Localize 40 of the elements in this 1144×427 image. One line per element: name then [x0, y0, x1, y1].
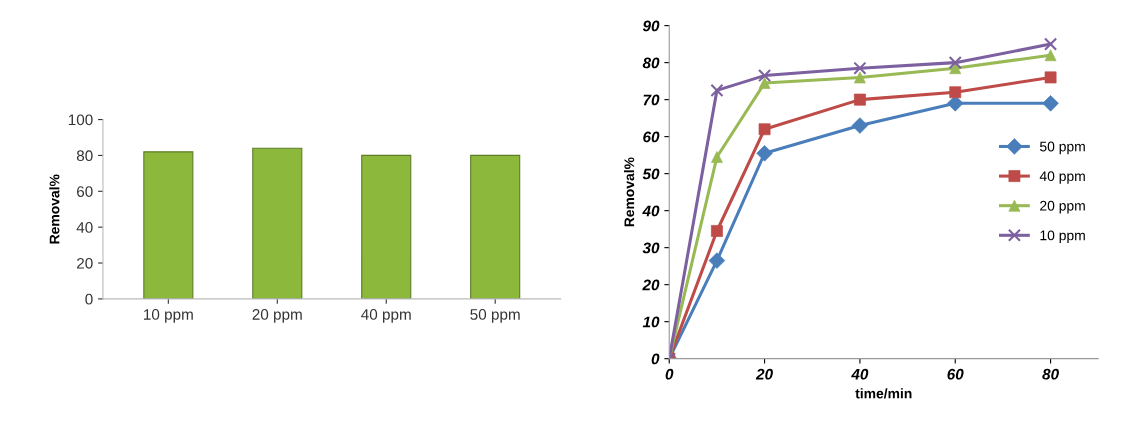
y-tick-label: 40: [76, 222, 93, 233]
x-tick-label: 60: [947, 368, 964, 380]
y-tick-label: 40: [642, 205, 660, 217]
x-tick-label: 50 ppm: [470, 309, 520, 323]
x-tick-label: 0: [665, 368, 674, 380]
y-tick-label: 10: [642, 316, 660, 328]
y-tick-label: 70: [643, 94, 660, 106]
legend-label: 10 ppm: [1040, 230, 1085, 244]
point: [851, 117, 869, 134]
x-tick-label: 10 ppm: [144, 309, 193, 323]
y-tick-label: 80: [76, 150, 93, 162]
x-tick-label: 20: [755, 368, 773, 380]
y-tick-label: 0: [651, 353, 660, 365]
y-axis-title: Removal%: [49, 174, 60, 244]
y-tick-label: 60: [77, 186, 93, 197]
y-tick-label: 100: [68, 114, 93, 126]
point: [710, 83, 724, 97]
point: [708, 252, 726, 269]
y-tick-label: 0: [85, 293, 93, 305]
y-tick-label: 60: [643, 131, 660, 143]
x-tick-label: 40 ppm: [361, 309, 411, 323]
point: [948, 56, 962, 70]
point: [1043, 37, 1058, 51]
x-tick-label: 80: [1042, 368, 1059, 380]
y-tick-label: 30: [642, 242, 660, 254]
y-tick-label: 20: [77, 257, 93, 269]
legend-label: 20 ppm: [1040, 200, 1085, 214]
y-tick-label: 80: [642, 57, 660, 69]
x-axis-title: time/min: [855, 388, 912, 399]
point: [757, 68, 772, 83]
y-tick-label: 20: [642, 279, 660, 291]
point: [853, 61, 867, 75]
x-tick-label: 20 ppm: [252, 309, 302, 323]
y-tick-label: 90: [642, 20, 660, 32]
y-tick-label: 50: [642, 168, 660, 180]
point: [756, 145, 773, 162]
y-axis-title: Removal%: [624, 157, 635, 227]
legend-label: 50 ppm: [1039, 141, 1085, 155]
x-tick-label: 40: [851, 368, 869, 380]
legend-label: 40 ppm: [1039, 171, 1085, 184]
